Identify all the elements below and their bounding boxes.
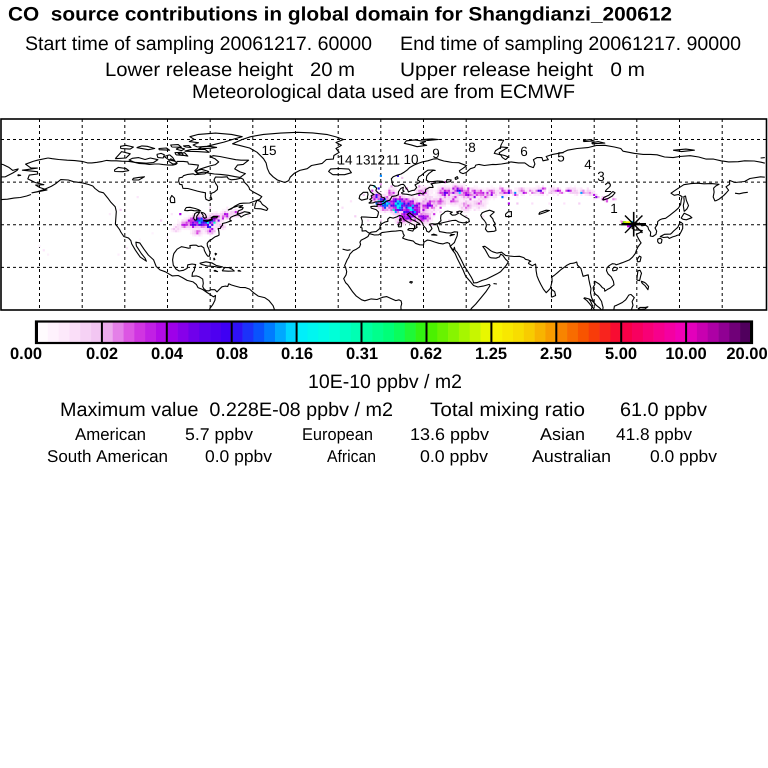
svg-text:European: European — [302, 425, 373, 444]
svg-text:2.50: 2.50 — [540, 345, 572, 363]
svg-text:0.31: 0.31 — [346, 345, 378, 363]
svg-text:13.6 ppbv: 13.6 ppbv — [410, 425, 490, 444]
svg-text:American: American — [75, 425, 146, 444]
svg-text:0.08: 0.08 — [216, 345, 248, 363]
svg-text:End time of sampling 20061217.: End time of sampling 20061217. 90000 — [400, 33, 741, 55]
svg-text:13: 13 — [355, 153, 370, 168]
svg-text:10E-10 ppbv / m2: 10E-10 ppbv / m2 — [308, 371, 462, 393]
svg-text:Start time of sampling 2006121: Start time of sampling 20061217. 60000 — [25, 33, 372, 55]
svg-text:Asian: Asian — [540, 425, 585, 444]
svg-text:8: 8 — [468, 140, 476, 155]
svg-text:0.04: 0.04 — [151, 345, 184, 363]
svg-text:Lower release height 20 m: Lower release height 20 m — [105, 59, 355, 81]
svg-text:14: 14 — [337, 153, 353, 168]
svg-text:Upper release height 0 m: Upper release height 0 m — [400, 59, 645, 81]
svg-text:Australian: Australian — [532, 447, 611, 466]
svg-text:0.0 ppbv: 0.0 ppbv — [650, 447, 717, 466]
svg-text:9: 9 — [432, 146, 440, 161]
svg-text:5: 5 — [557, 150, 565, 165]
svg-text:Meteorological data used are f: Meteorological data used are from ECMWF — [192, 81, 575, 103]
svg-text:2: 2 — [604, 180, 612, 195]
svg-text:5.00: 5.00 — [605, 345, 637, 363]
svg-text:6: 6 — [520, 144, 528, 159]
svg-text:0.62: 0.62 — [410, 345, 442, 363]
svg-text:0.02: 0.02 — [86, 345, 118, 363]
svg-text:South American: South American — [47, 447, 168, 466]
svg-text:3: 3 — [597, 169, 605, 184]
svg-text:Maximum value 0.228E-08 ppbv: Maximum value 0.228E-08 ppbv / m2 — [60, 399, 393, 421]
svg-text:CO source contributions in gl: CO source contributions in global domain… — [8, 3, 672, 25]
svg-text:10: 10 — [403, 152, 418, 167]
svg-text:0.00: 0.00 — [10, 345, 42, 363]
svg-text:41.8 ppbv: 41.8 ppbv — [616, 425, 692, 444]
svg-text:1.25: 1.25 — [475, 345, 507, 363]
svg-text:11: 11 — [386, 153, 400, 168]
svg-text:Total mixing ratio: Total mixing ratio — [430, 399, 585, 421]
svg-text:20.00: 20.00 — [726, 345, 767, 363]
svg-text:12: 12 — [370, 153, 385, 168]
svg-text:0.0 ppbv: 0.0 ppbv — [420, 447, 489, 466]
svg-text:5.7 ppbv: 5.7 ppbv — [185, 425, 254, 444]
svg-text:African: African — [327, 447, 376, 466]
svg-text:1: 1 — [610, 201, 618, 216]
svg-text:15: 15 — [261, 143, 276, 158]
svg-text:10.00: 10.00 — [665, 345, 706, 363]
svg-text:0.16: 0.16 — [281, 345, 313, 363]
svg-text:7: 7 — [497, 137, 505, 152]
svg-text:4: 4 — [584, 157, 592, 172]
svg-text:61.0 ppbv: 61.0 ppbv — [620, 399, 707, 421]
svg-text:0.0 ppbv: 0.0 ppbv — [205, 447, 272, 466]
